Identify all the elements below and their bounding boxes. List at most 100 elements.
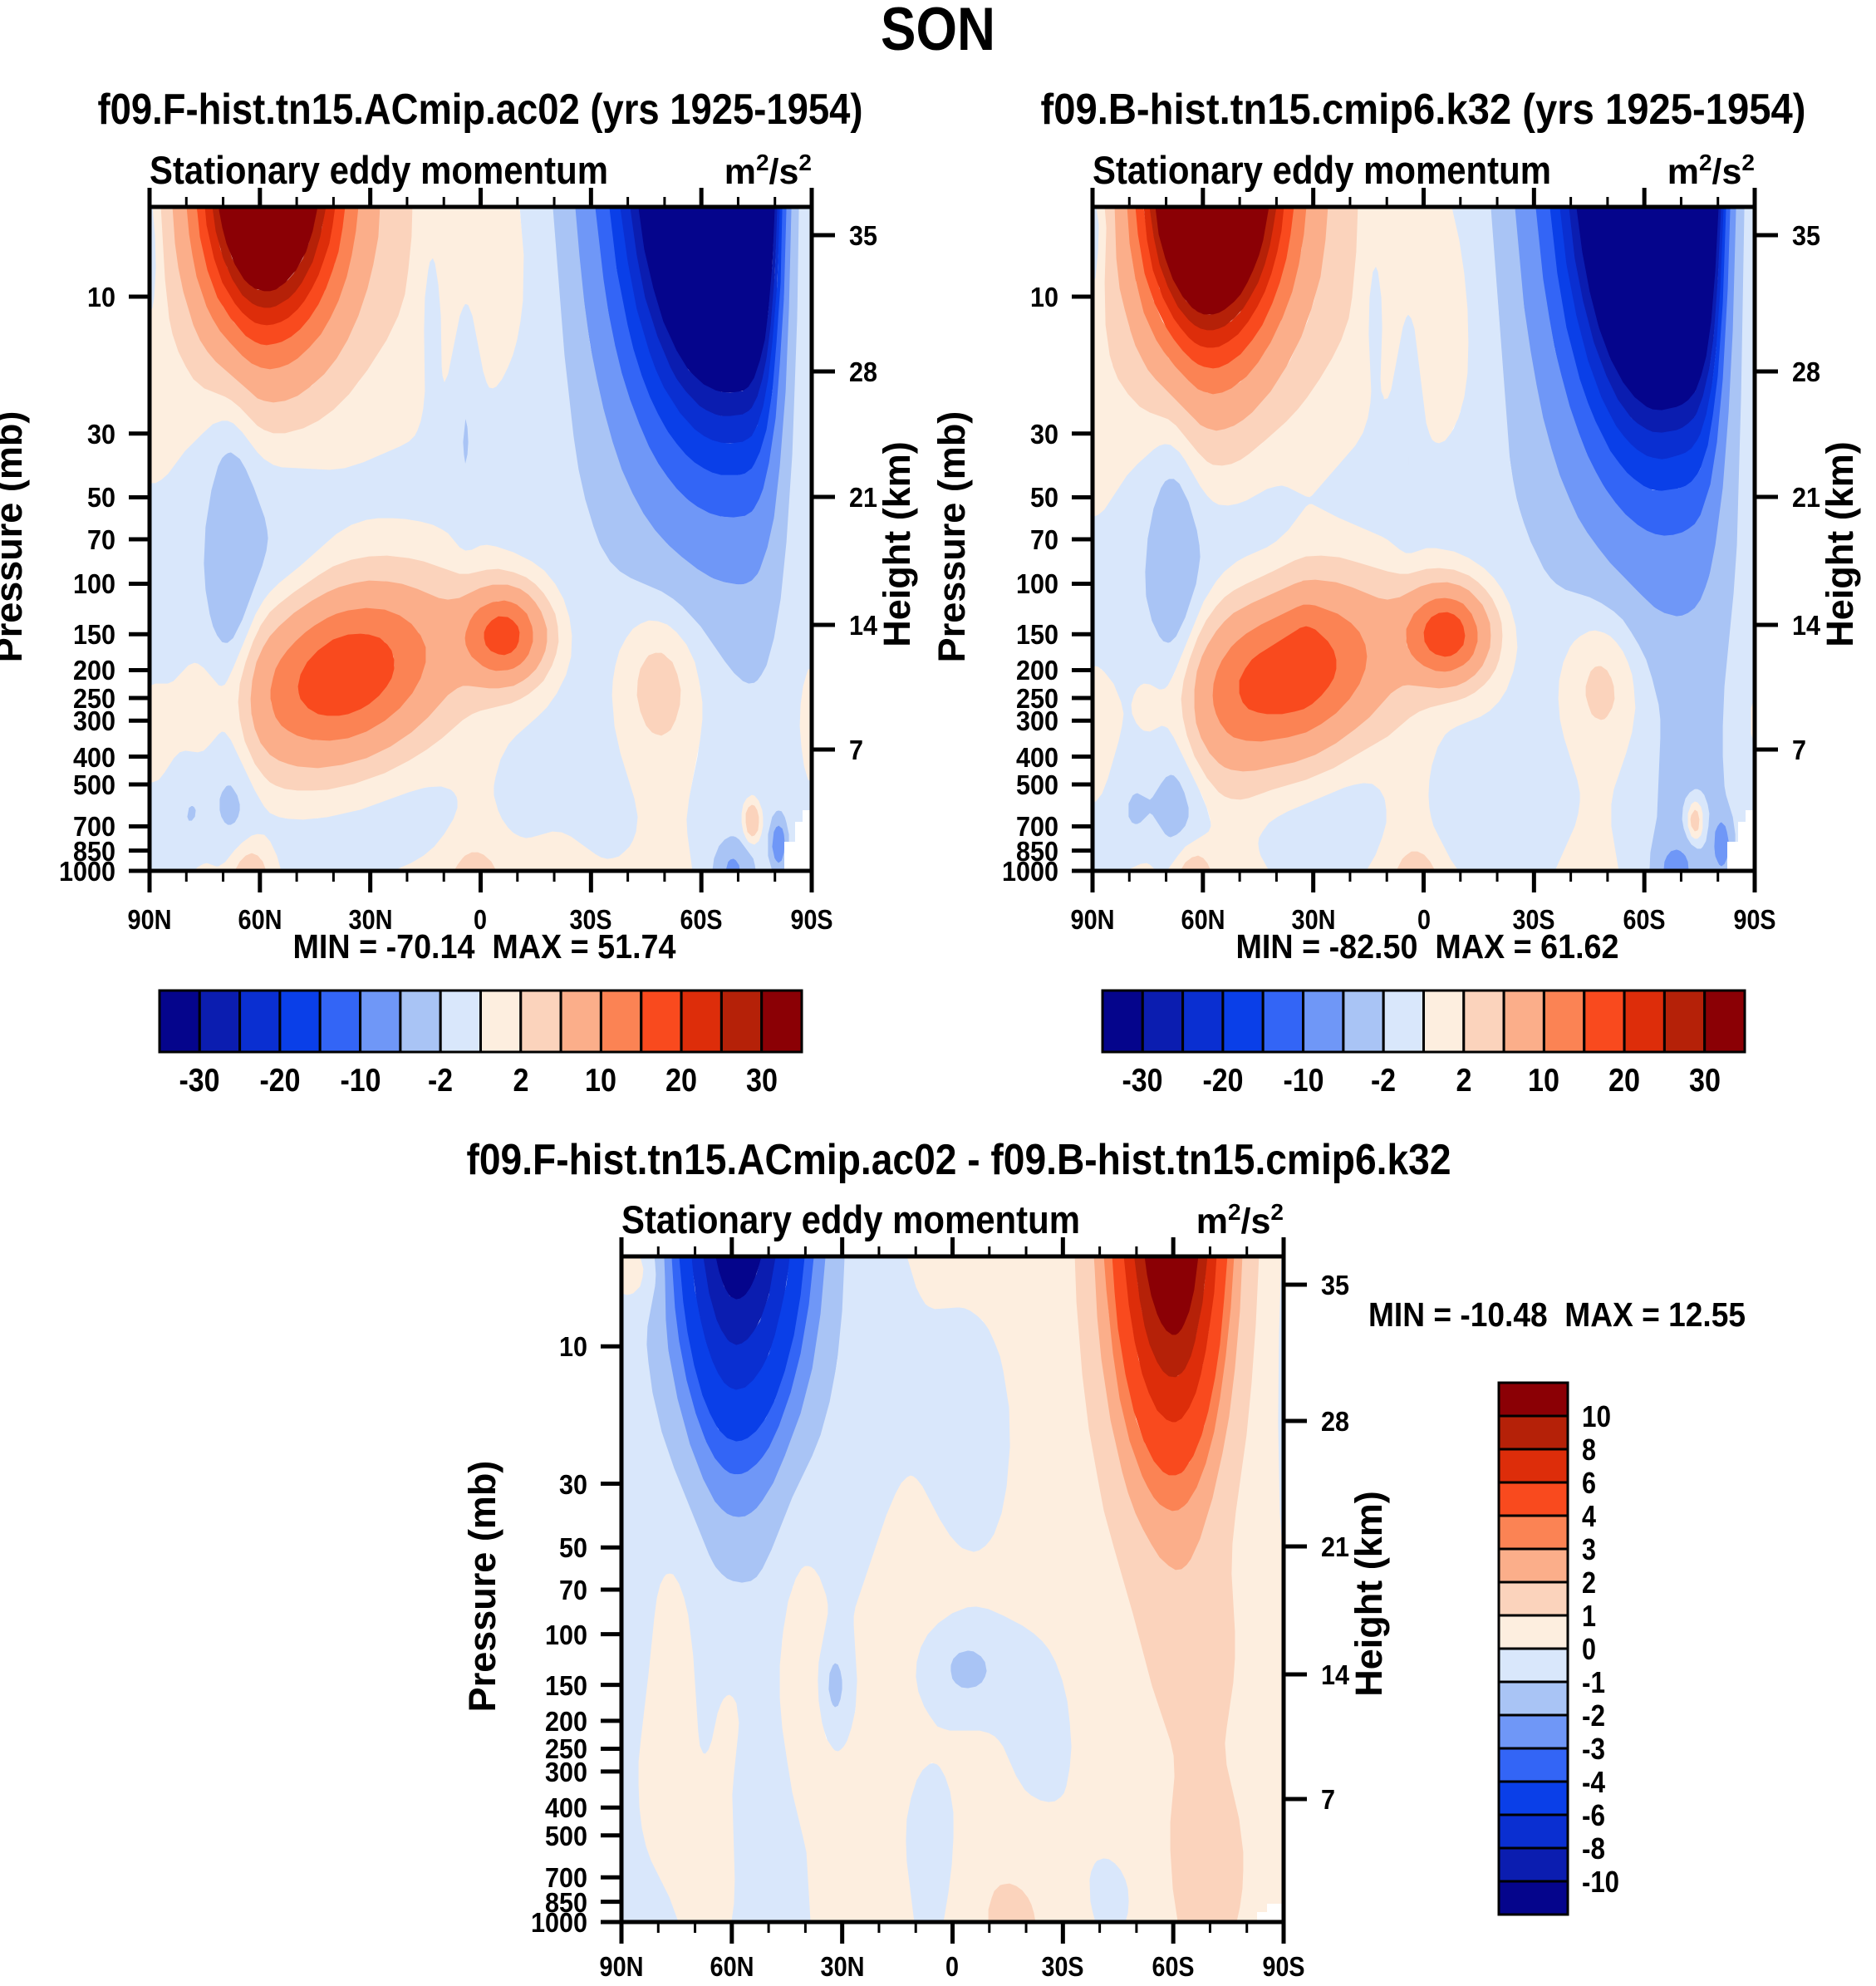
svg-text:2: 2: [1582, 1566, 1596, 1600]
svg-text:14: 14: [849, 610, 878, 641]
svg-text:250: 250: [1016, 683, 1058, 714]
svg-text:700: 700: [73, 811, 115, 842]
svg-text:0: 0: [1417, 904, 1431, 935]
svg-text:850: 850: [545, 1887, 587, 1918]
svg-text:30: 30: [746, 1063, 778, 1099]
svg-text:400: 400: [545, 1792, 587, 1823]
svg-text:200: 200: [73, 655, 115, 686]
svg-text:2: 2: [1456, 1063, 1472, 1099]
svg-text:70: 70: [1030, 524, 1058, 555]
svg-text:150: 150: [1016, 619, 1058, 650]
svg-text:400: 400: [1016, 742, 1058, 773]
svg-text:28: 28: [1321, 1406, 1349, 1437]
svg-text:100: 100: [1016, 568, 1058, 599]
svg-text:300: 300: [73, 705, 115, 736]
svg-text:-2: -2: [1582, 1698, 1605, 1733]
svg-text:f09.F-hist.tn15.ACmip.ac02 - f: f09.F-hist.tn15.ACmip.ac02 - f09.B-hist.…: [467, 1136, 1451, 1184]
svg-text:MIN = -70.14 MAX = 51.74: MIN = -70.14 MAX = 51.74: [293, 927, 676, 966]
svg-text:-10: -10: [341, 1063, 381, 1099]
svg-text:10: 10: [1030, 282, 1058, 312]
svg-text:-1: -1: [1582, 1665, 1605, 1699]
svg-text:35: 35: [849, 220, 877, 251]
svg-text:90S: 90S: [1263, 1951, 1305, 1982]
svg-text:Stationary eddy momentum: Stationary eddy momentum: [150, 148, 608, 192]
svg-text:20: 20: [665, 1063, 697, 1099]
svg-text:28: 28: [1792, 356, 1820, 387]
svg-text:30S: 30S: [570, 904, 612, 935]
svg-text:-20: -20: [260, 1063, 301, 1099]
svg-text:7: 7: [1792, 735, 1806, 765]
svg-text:10: 10: [1582, 1399, 1611, 1433]
svg-text:28: 28: [849, 356, 877, 387]
svg-text:6: 6: [1582, 1466, 1596, 1500]
svg-text:-30: -30: [179, 1063, 220, 1099]
svg-text:70: 70: [87, 524, 115, 555]
svg-text:250: 250: [73, 683, 115, 714]
svg-text:60N: 60N: [710, 1951, 754, 1982]
svg-text:0: 0: [945, 1951, 959, 1982]
svg-text:0: 0: [474, 904, 487, 935]
svg-text:60S: 60S: [1152, 1951, 1195, 1982]
svg-text:MIN = -82.50 MAX = 61.62: MIN = -82.50 MAX = 61.62: [1236, 927, 1619, 966]
svg-text:21: 21: [1792, 482, 1820, 513]
svg-text:60S: 60S: [1623, 904, 1666, 935]
svg-text:90S: 90S: [791, 904, 833, 935]
svg-text:200: 200: [1016, 655, 1058, 686]
svg-text:35: 35: [1321, 1270, 1349, 1300]
svg-text:150: 150: [545, 1670, 587, 1701]
svg-text:60S: 60S: [680, 904, 723, 935]
svg-text:7: 7: [1321, 1784, 1335, 1815]
svg-text:-8: -8: [1582, 1831, 1605, 1866]
svg-text:-10: -10: [1582, 1865, 1619, 1899]
svg-text:60N: 60N: [238, 904, 282, 935]
svg-text:Height (km): Height (km): [1819, 441, 1861, 647]
svg-text:21: 21: [849, 482, 877, 513]
svg-text:Stationary eddy momentum: Stationary eddy momentum: [1093, 148, 1551, 192]
svg-text:30N: 30N: [821, 1951, 865, 1982]
svg-text:0: 0: [1582, 1632, 1596, 1666]
svg-text:Pressure (mb): Pressure (mb): [461, 1461, 503, 1713]
svg-text:Height (km): Height (km): [1348, 1491, 1390, 1697]
svg-text:50: 50: [559, 1532, 587, 1563]
svg-text:30: 30: [1689, 1063, 1721, 1099]
svg-text:30N: 30N: [349, 904, 393, 935]
svg-text:10: 10: [585, 1063, 616, 1099]
svg-text:90S: 90S: [1734, 904, 1776, 935]
svg-text:150: 150: [73, 619, 115, 650]
svg-text:90N: 90N: [128, 904, 172, 935]
svg-text:50: 50: [1030, 482, 1058, 513]
svg-text:250: 250: [545, 1733, 587, 1764]
svg-text:50: 50: [87, 482, 115, 513]
svg-text:-10: -10: [1284, 1063, 1324, 1099]
svg-text:-6: -6: [1582, 1798, 1605, 1832]
svg-text:2: 2: [513, 1063, 529, 1099]
svg-text:400: 400: [73, 742, 115, 773]
svg-text:70: 70: [559, 1575, 587, 1605]
svg-text:30S: 30S: [1513, 904, 1555, 935]
svg-text:300: 300: [545, 1757, 587, 1787]
svg-text:90N: 90N: [1071, 904, 1115, 935]
svg-text:1000: 1000: [531, 1907, 587, 1938]
svg-text:500: 500: [1016, 769, 1058, 800]
svg-text:60N: 60N: [1181, 904, 1225, 935]
svg-text:14: 14: [1321, 1659, 1350, 1690]
svg-text:30S: 30S: [1042, 1951, 1084, 1982]
svg-text:-2: -2: [1371, 1063, 1396, 1099]
svg-text:10: 10: [559, 1331, 587, 1362]
svg-text:10: 10: [1528, 1063, 1559, 1099]
svg-text:-3: -3: [1582, 1732, 1605, 1766]
svg-text:500: 500: [73, 769, 115, 800]
svg-text:700: 700: [545, 1862, 587, 1893]
svg-text:Pressure (mb): Pressure (mb): [0, 411, 30, 663]
svg-text:Pressure (mb): Pressure (mb): [931, 411, 973, 663]
svg-text:7: 7: [849, 735, 863, 765]
svg-text:200: 200: [545, 1706, 587, 1737]
svg-text:90N: 90N: [600, 1951, 644, 1982]
svg-text:MIN = -10.48 MAX = 12.55: MIN = -10.48 MAX = 12.55: [1368, 1295, 1746, 1334]
svg-text:SON: SON: [881, 0, 995, 63]
svg-text:30: 30: [87, 419, 115, 450]
svg-text:850: 850: [1016, 836, 1058, 867]
svg-text:-4: -4: [1582, 1765, 1605, 1799]
svg-text:1000: 1000: [59, 856, 115, 887]
svg-text:100: 100: [73, 568, 115, 599]
